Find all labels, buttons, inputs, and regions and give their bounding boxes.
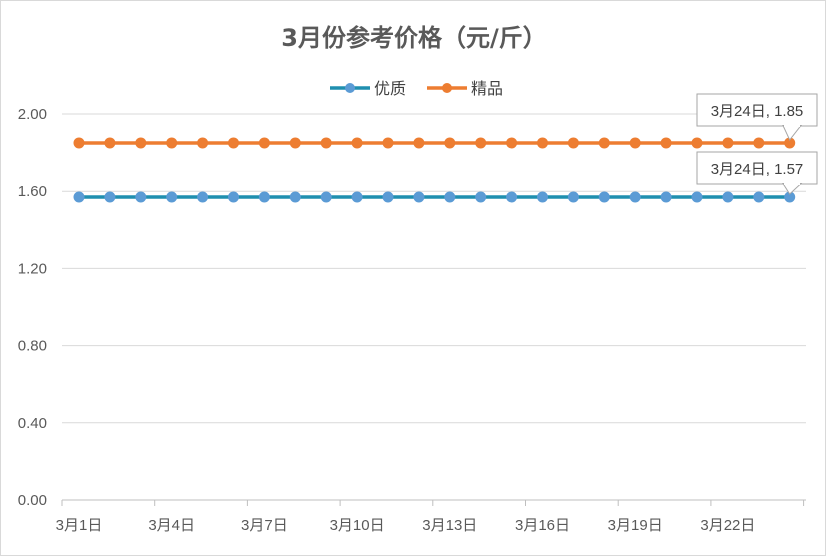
data-point [660, 137, 672, 149]
data-point [382, 191, 394, 203]
data-point [475, 191, 487, 203]
gridlines [62, 113, 806, 424]
x-axis: 3月1日 3月4日 3月7日 3月10日 3月13日 3月16日 3月19日 3月22日 [56, 499, 806, 534]
x-tick-label: 3月4日 [148, 517, 195, 534]
data-point [135, 137, 147, 149]
data-point [567, 137, 579, 149]
data-point [629, 191, 641, 203]
data-point [475, 137, 487, 149]
data-point [382, 137, 394, 149]
y-tick-label: 0.00 [18, 492, 47, 509]
data-point [73, 137, 85, 149]
callout-box [696, 93, 818, 127]
y-tick-label: 1.20 [18, 260, 47, 277]
data-point [753, 191, 765, 203]
data-point [567, 191, 579, 203]
data-point [197, 137, 209, 149]
legend-label: 优质 [374, 79, 406, 98]
data-point [289, 191, 301, 203]
data-callouts: 3月24日, 1.85 3月24日, 1.57 [696, 93, 818, 195]
data-point [506, 191, 518, 203]
data-point [506, 137, 518, 149]
legend-swatch-marker [442, 83, 452, 93]
x-tick-label: 3月7日 [241, 517, 288, 534]
data-point [351, 191, 363, 203]
x-tick-label: 3月22日 [700, 517, 755, 534]
data-point [135, 191, 147, 203]
data-point [598, 191, 610, 203]
data-point [753, 137, 765, 149]
y-tick-label: 0.80 [18, 338, 47, 355]
data-point [197, 191, 209, 203]
y-tick-label: 0.40 [18, 415, 47, 432]
data-point [598, 137, 610, 149]
legend: 优质 精品 [330, 79, 503, 98]
data-point [660, 191, 672, 203]
data-point [691, 191, 703, 203]
data-point [166, 191, 178, 203]
data-point [166, 137, 178, 149]
y-tick-label: 1.60 [18, 183, 47, 200]
legend-label: 精品 [471, 79, 503, 98]
data-point [258, 191, 270, 203]
y-axis: 0.00 0.40 0.80 1.20 1.60 2.00 [18, 106, 47, 509]
callout-1: 3月24日, 1.85 [696, 93, 818, 141]
data-point [537, 191, 548, 203]
callout-label: 3月24日, 1.85 [711, 103, 804, 120]
y-tick-label: 2.00 [18, 106, 47, 123]
x-tick-label: 3月13日 [422, 517, 477, 534]
data-point [691, 137, 703, 149]
data-point [444, 137, 456, 149]
data-point [413, 137, 425, 149]
data-point [320, 191, 332, 203]
data-point [629, 137, 641, 149]
x-tick-label: 3月19日 [608, 517, 663, 534]
data-point [351, 137, 363, 149]
data-point [320, 137, 332, 149]
data-point [258, 137, 270, 149]
data-point [413, 191, 425, 203]
callout-label: 3月24日, 1.57 [711, 161, 804, 178]
data-point [73, 191, 85, 203]
data-point [104, 191, 116, 203]
callout-2: 3月24日, 1.57 [696, 151, 818, 195]
data-point [228, 137, 239, 149]
data-point [289, 137, 301, 149]
legend-swatch-marker [345, 83, 355, 93]
x-tick-label: 3月10日 [330, 517, 385, 534]
chart-title: 3月份参考价格（元/斤） [281, 24, 546, 52]
data-point [228, 191, 239, 203]
series-group [73, 137, 796, 203]
data-point [104, 137, 116, 149]
callout-box [696, 151, 818, 185]
data-point [722, 137, 734, 149]
data-point [537, 137, 548, 149]
data-point [444, 191, 456, 203]
data-point [722, 191, 734, 203]
callout-pointer [782, 125, 803, 141]
x-tick-label: 3月16日 [515, 517, 570, 534]
callout-pointer [782, 183, 803, 195]
x-tick-label: 3月1日 [56, 517, 103, 534]
